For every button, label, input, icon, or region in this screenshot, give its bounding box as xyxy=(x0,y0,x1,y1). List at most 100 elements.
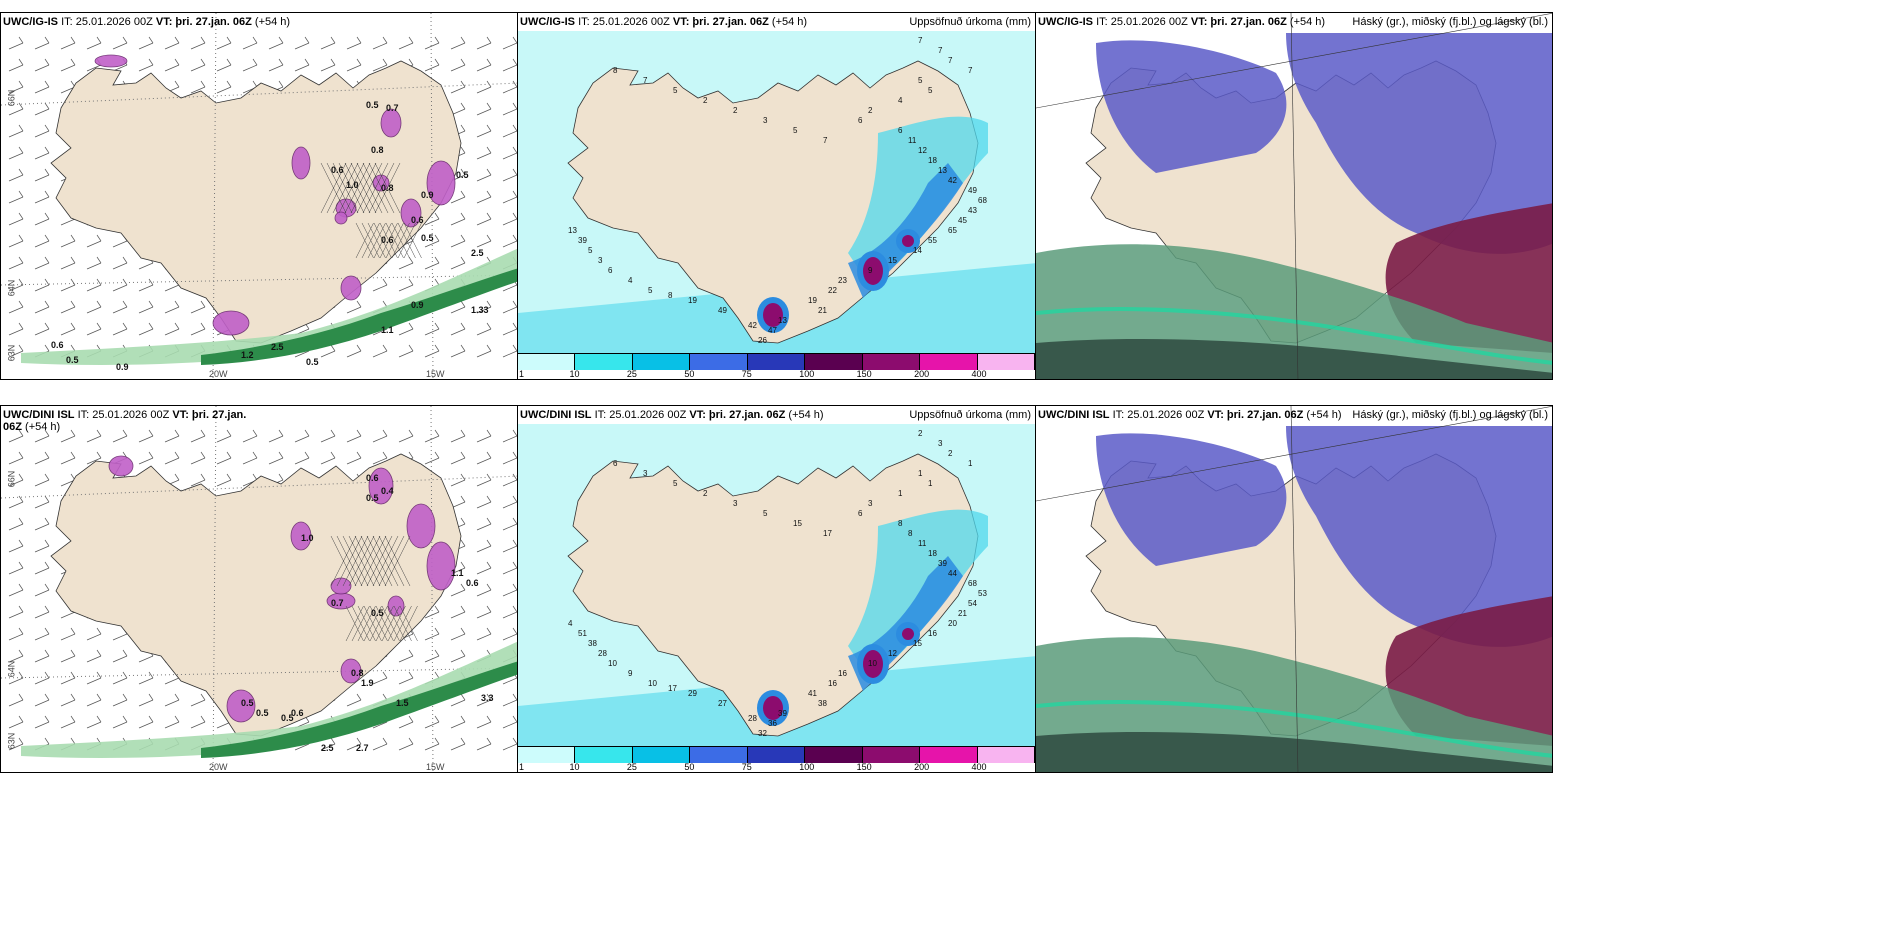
wind-barb-flag xyxy=(330,58,336,66)
wind-barb xyxy=(476,64,492,72)
wind-barb xyxy=(112,262,128,270)
wind-barb-flag xyxy=(18,495,24,503)
snow-value-label: 2.5 xyxy=(321,743,334,753)
precip-value-label: 15 xyxy=(888,256,897,265)
wind-barb-flag xyxy=(512,168,517,176)
precip-value-label: 16 xyxy=(838,669,847,678)
wind-barb-flag xyxy=(122,649,128,657)
snow-value-label: 0.7 xyxy=(386,103,399,113)
wind-barb xyxy=(86,457,102,465)
wind-barb xyxy=(424,218,440,226)
wind-barb-flag xyxy=(512,539,517,547)
precip-intense-core xyxy=(902,628,914,640)
wind-barb xyxy=(476,721,492,729)
wind-barb-flag xyxy=(44,344,50,352)
wind-barb-flag xyxy=(44,539,50,547)
wind-barb xyxy=(112,655,128,663)
wind-barb-flag xyxy=(460,146,466,154)
wind-barb xyxy=(320,435,336,443)
snow-value-label: 2.5 xyxy=(271,342,284,352)
wind-barb-flag xyxy=(460,80,466,88)
panel-row2-snowfall: UWC/DINI ISL IT: 25.01.2026 00Z VT: þri.… xyxy=(0,405,518,773)
wind-barb xyxy=(476,306,492,314)
wind-barb xyxy=(450,435,466,443)
precip-value-label: 3 xyxy=(733,499,738,508)
wind-barb-flag xyxy=(96,671,102,679)
lat-label: 66N xyxy=(6,89,17,107)
wind-barb-flag xyxy=(434,605,440,613)
wind-barb xyxy=(8,42,24,50)
wind-barb xyxy=(8,677,24,685)
iceland-land xyxy=(50,60,462,344)
precip-value-label: 4 xyxy=(898,96,903,105)
wind-barb-flag xyxy=(70,649,76,657)
wind-barb xyxy=(450,589,466,597)
snowfall-map: 0.5 0.70.80.61.0 0.80.90.50.60.50.61.10.92… xyxy=(1,13,517,379)
cloud-edge xyxy=(1036,700,1552,758)
wind-barb xyxy=(86,64,102,72)
wind-barb xyxy=(60,328,76,336)
precip-value-label: 19 xyxy=(808,296,817,305)
wind-barb-flag xyxy=(44,517,50,525)
colorbar-label: 150 xyxy=(856,369,872,379)
colorbar-label: 75 xyxy=(741,762,752,772)
mid-cloud xyxy=(1096,40,1287,174)
wind-barb xyxy=(60,42,76,50)
wind-barb xyxy=(164,677,180,685)
wind-barb xyxy=(164,721,180,729)
hatch-line xyxy=(320,162,347,214)
wind-barb xyxy=(8,284,24,292)
snow-value-label: 3.3 xyxy=(481,693,494,703)
wind-barb-flag xyxy=(460,715,466,723)
wind-barb-flag xyxy=(460,300,466,308)
wind-barb xyxy=(60,262,76,270)
wind-barb-flag xyxy=(278,451,284,459)
precip-value-label: 55 xyxy=(928,236,937,245)
precip-value-label: 45 xyxy=(958,216,967,225)
wind-barb-flag xyxy=(278,36,284,44)
hatch-line xyxy=(381,605,400,642)
hatch-line xyxy=(387,605,406,642)
precip-value-label: 12 xyxy=(918,146,927,155)
wind-barb-flag xyxy=(486,517,492,525)
wind-barb-flag xyxy=(512,583,517,591)
wind-barb-flag xyxy=(460,58,466,66)
hatch-line xyxy=(355,222,374,259)
wind-barb xyxy=(372,435,388,443)
wind-barb-flag xyxy=(200,715,206,723)
wind-barb xyxy=(450,655,466,663)
panel-title: UWC/IG-IS IT: 25.01.2026 00Z VT: þri. 27… xyxy=(1038,16,1326,28)
wind-barb-flag xyxy=(486,429,492,437)
wind-barb-flag xyxy=(200,58,206,66)
wind-barb-flag xyxy=(408,715,414,723)
wind-barb xyxy=(502,743,517,751)
precip-value-label: 6 xyxy=(858,116,863,125)
precip-value-label: 23 xyxy=(838,276,847,285)
precip-value-label: 28 xyxy=(748,714,757,723)
snow-value-label: 0.5 xyxy=(66,355,79,365)
hatch-line xyxy=(375,605,394,642)
cloud-map xyxy=(1036,406,1552,772)
snow-blob xyxy=(334,211,348,225)
wind-barb-flag xyxy=(44,627,50,635)
dense-cloud xyxy=(1036,338,1552,379)
cloud-map xyxy=(1036,13,1552,379)
precip-value-label: 54 xyxy=(968,599,977,608)
wind-barb-flag xyxy=(18,517,24,525)
wind-barb xyxy=(424,457,440,465)
wind-barb xyxy=(242,42,258,50)
wind-barb xyxy=(86,284,102,292)
wind-barb-flag xyxy=(408,737,414,745)
wind-barb xyxy=(34,42,50,50)
hatch-line xyxy=(345,605,364,642)
wind-barb-flag xyxy=(44,322,50,330)
precip-value-label: 9 xyxy=(868,266,873,275)
wind-barb-flag xyxy=(408,429,414,437)
snow-value-label: 0.5 xyxy=(306,357,319,367)
precip-value-label: 15 xyxy=(793,519,802,528)
wind-barb-flag xyxy=(18,256,24,264)
wind-barb xyxy=(398,743,414,751)
precip-value-label: 5 xyxy=(928,86,933,95)
wind-barb xyxy=(268,42,284,50)
precip-value-label: 68 xyxy=(978,196,987,205)
